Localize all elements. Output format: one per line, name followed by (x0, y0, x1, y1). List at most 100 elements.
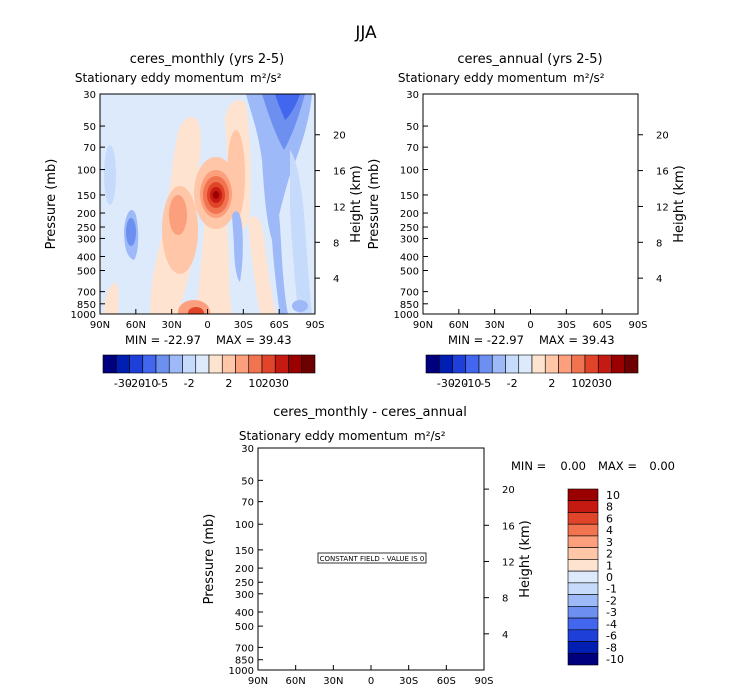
panel-monthly-axes: 90N 60N 30N 0 30S 60S 90S 30 50 70 100 150 200 250300… (44, 90, 364, 331)
panel-monthly-ylabel: Pressure (mb) (44, 159, 59, 250)
panel-diff-colorbar-label: -1 (606, 583, 617, 596)
panel-monthly-colorbar-label: 20 (262, 377, 276, 390)
panel-monthly-colorbar-swatch (168, 354, 183, 374)
panel-monthly-colorbar-label: -10 (140, 377, 158, 390)
panel-annual-axes: 90N 60N 30N 0 30S 60S 90S 30 50 70 100 150 200 250300… (367, 90, 687, 331)
panel-diff-xtick-label: 30S (399, 676, 418, 687)
panel-diff-colorbar-label: 10 (606, 489, 620, 502)
negative-band-eq (555, 211, 566, 282)
panel-diff-xtick-label: 30N (323, 676, 343, 687)
panel-diff-min-label: MIN = (511, 459, 546, 473)
panel-annual-colorbar-label: 10 (571, 377, 585, 390)
panel-diff-height-tick-label: 4 (502, 630, 508, 641)
panel-diff-subtitle: Stationary eddy momentum m²/s² (239, 429, 446, 443)
panel-monthly-colorbar-swatch (182, 354, 197, 374)
positive-band-nh (473, 117, 524, 314)
panel-annual-ylabel-right: Height (km) (672, 165, 687, 242)
panel-annual-height-tick-label: 16 (656, 167, 669, 178)
panel-monthly-colorbar-label: 2 (225, 377, 232, 390)
panel-diff-title: ceres_monthly - ceres_annual (273, 405, 467, 420)
panel-diff-colorbar-label: 6 (606, 512, 613, 525)
panel-annual-xtick-label: 60N (449, 320, 469, 331)
panel-annual-ytick-label: 150 (400, 191, 419, 202)
jet-core (536, 191, 542, 199)
panel-annual-ytick-label: 700 (400, 288, 419, 299)
panel-diff-xtick-label: 90N (248, 676, 268, 687)
panel-diff-colorbar-label: 3 (606, 536, 613, 549)
panel-monthly-colorbar-label: -5 (157, 377, 168, 390)
panel-annual-colorbar-swatch (425, 354, 440, 374)
panel-diff: ceres_monthly - ceres_annual Stationary … (202, 405, 675, 687)
panel-diff-colorbar-label: -3 (606, 606, 617, 619)
panel-diff-ytick-label: 70 (241, 498, 254, 509)
panel-annual-colorbar-label: 30 (598, 377, 612, 390)
panel-annual-height-tick-label: 20 (656, 131, 669, 142)
panel-diff-colorbar-label: 1 (606, 559, 613, 572)
panel-monthly-ytick-label: 100 (77, 166, 96, 177)
panel-annual-field (423, 94, 638, 324)
panel-annual-ytick-label: 400 (400, 253, 419, 264)
panel-diff-height-tick-label: 8 (502, 594, 508, 605)
panel-annual-ytick-label: 100 (400, 166, 419, 177)
positive-band-sh (548, 100, 574, 230)
panel-monthly-colorbar-swatch (115, 354, 130, 374)
panel-diff-max-value: 0.00 (649, 459, 675, 473)
negative-upper-sh (246, 94, 312, 240)
panel-diff-colorbar-label: -2 (606, 594, 617, 607)
panel-monthly-height-tick-label: 16 (333, 167, 346, 178)
panel-annual-colorbar: -30-20-10-5 -2 2 10 20 30 (425, 354, 639, 390)
panel-diff-ytick-label: 400 (235, 608, 254, 619)
panel-monthly-colorbar-swatch (221, 354, 236, 374)
panel-diff-colorbar-label: 4 (606, 524, 613, 537)
positive-band-nh-low (427, 282, 442, 314)
panel-monthly-ytick-label: 400 (77, 253, 96, 264)
negative-nh-polar (427, 145, 439, 205)
panel-monthly-height-tick-label: 8 (333, 238, 339, 249)
panel-diff-ytick-label: 150 (235, 546, 254, 557)
panel-monthly-xtick-label: 0 (204, 320, 210, 331)
panel-monthly-colorbar-swatch (195, 354, 210, 374)
panel-monthly-ytick-label: 150 (77, 191, 96, 202)
negative-band-eq (232, 211, 243, 282)
panel-annual-colorbar-swatch (611, 354, 626, 374)
panel-diff-ytick-label: 700 (235, 643, 254, 654)
panel-diff-colorbar-swatch (567, 523, 599, 537)
panel-monthly-height-tick-label: 12 (333, 202, 346, 213)
panel-diff-axes: 90N 60N 30N 0 30S 60S 90S 30 50 70 100 150 200 250300… (202, 444, 533, 687)
negative-upper-sh (569, 94, 635, 240)
panel-monthly-colorbar-swatch (102, 354, 117, 374)
panel-monthly-colorbar-swatch (129, 354, 144, 374)
panel-annual-xtick-label: 60S (593, 320, 612, 331)
panel-diff-colorbar-swatch (567, 570, 599, 584)
panel-annual-colorbar-label: -30 (437, 377, 455, 390)
panel-annual-colorbar-swatch (558, 354, 573, 374)
panel-diff-colorbar-label: -4 (606, 618, 617, 631)
panel-monthly-min: MIN = -22.97 (125, 333, 201, 347)
panel-diff-colorbar-swatch (567, 547, 599, 560)
panel-diff-colorbar-label: 2 (606, 548, 613, 561)
panel-annual: ceres_annual (yrs 2-5) Stationary eddy m… (367, 52, 687, 390)
jet-ring-1 (517, 157, 561, 229)
panel-annual-colorbar-swatch (491, 354, 506, 374)
panel-diff-colorbar-label: -8 (606, 641, 617, 654)
panel-monthly: ceres_monthly (yrs 2-5) Stationary eddy … (44, 52, 364, 390)
panel-monthly-colorbar-swatch (288, 354, 303, 374)
panel-annual-colorbar-swatch (624, 354, 639, 374)
panel-annual-colorbar-swatch (438, 354, 453, 374)
panel-annual-colorbar-swatch (571, 354, 586, 374)
panel-annual-background (423, 94, 638, 314)
panel-annual-ytick-label: 850 (400, 300, 419, 311)
panel-monthly-colorbar-label: 30 (275, 377, 289, 390)
panel-diff-colorbar-swatch (567, 617, 599, 631)
panel-annual-ytick-label: 30 (406, 90, 419, 101)
panel-diff-xtick-label: 60S (437, 676, 456, 687)
panel-annual-ytick-label: 70 (406, 143, 419, 154)
panel-monthly-ytick-label: 50 (83, 122, 96, 133)
jet-ring-4 (530, 182, 548, 208)
panel-annual-ylabel: Pressure (mb) (367, 159, 382, 250)
panel-annual-max: MAX = 39.43 (539, 333, 615, 347)
panel-monthly-colorbar-swatch (208, 354, 223, 374)
season-title: JJA (354, 23, 377, 43)
panel-annual-xtick-label: 90S (628, 320, 647, 331)
